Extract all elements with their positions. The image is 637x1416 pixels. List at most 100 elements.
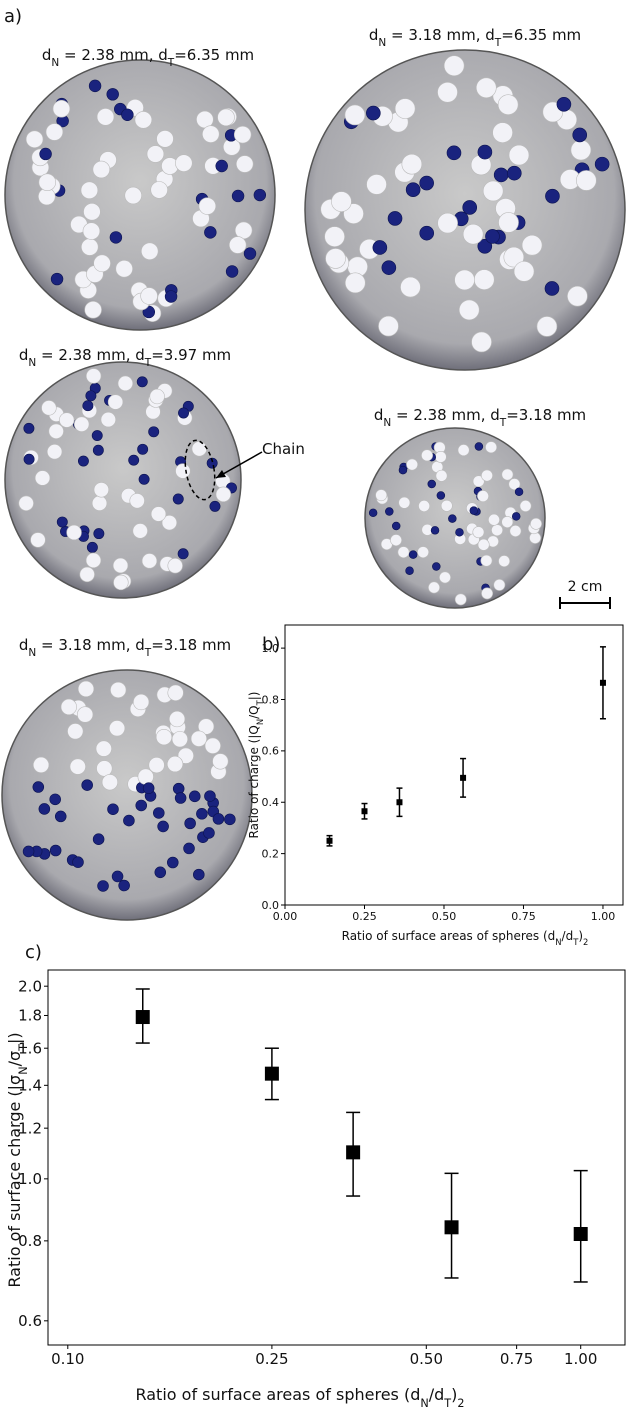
white-sphere (235, 155, 254, 173)
blue-sphere (88, 79, 102, 93)
white-sphere (101, 774, 119, 791)
subscript: N (28, 647, 36, 659)
blue-sphere (405, 182, 421, 197)
blue-sphere (39, 147, 52, 161)
white-sphere (46, 444, 63, 460)
white-sphere (480, 554, 493, 567)
text-run: d (374, 406, 384, 424)
blue-sphere (408, 550, 418, 559)
white-sphere (41, 400, 57, 416)
blue-sphere (22, 845, 35, 858)
white-sphere (481, 587, 494, 600)
blue-sphere (153, 807, 165, 819)
white-sphere (110, 681, 127, 699)
blue-sphere (493, 167, 509, 183)
white-sphere (454, 269, 475, 291)
blue-sphere (556, 97, 572, 112)
rich-text: Ratio of surface areas of spheres (dN/dT… (135, 1385, 464, 1410)
blue-sphere (172, 493, 184, 505)
white-sphere (471, 331, 492, 353)
blue-sphere (209, 500, 221, 512)
white-sphere (390, 534, 402, 547)
text-run: |) (247, 692, 261, 701)
white-sphere (233, 125, 252, 144)
white-sphere (96, 760, 113, 777)
blue-sphere (50, 272, 64, 286)
white-sphere (82, 222, 101, 240)
subscript: T (443, 1397, 451, 1410)
text-run: = 2.38 mm, d (59, 46, 168, 64)
white-sphere (107, 394, 124, 410)
blue-sphere (446, 145, 462, 161)
blue-sphere (72, 856, 84, 868)
blue-sphere (137, 443, 149, 455)
blue-sphere (366, 105, 381, 121)
rich-text: Ratio of charge (|QN/QT|) (247, 692, 265, 839)
blue-sphere (49, 793, 61, 806)
white-sphere (175, 463, 191, 479)
white-sphere (437, 212, 458, 234)
white-sphere (198, 197, 217, 215)
subscript: T (255, 699, 265, 706)
blue-sphere (138, 473, 150, 485)
text-run: =6.35 mm (174, 46, 254, 64)
white-sphere (575, 170, 597, 191)
white-sphere (96, 108, 115, 126)
blue-sphere (118, 879, 130, 892)
subscript: N (255, 719, 265, 725)
white-sphere (204, 737, 221, 754)
blue-sphere (135, 799, 148, 812)
blue-sphere (184, 817, 196, 830)
y-tick-label: 0.0 (262, 899, 280, 912)
y-tick-label: 0.6 (18, 1312, 42, 1330)
blue-sphere (477, 239, 493, 254)
white-sphere (521, 234, 543, 256)
white-sphere (137, 768, 154, 785)
white-sphere (69, 758, 86, 775)
white-sphere (175, 154, 193, 172)
marker (361, 808, 368, 815)
blue-sphere (427, 479, 436, 489)
white-sphere (472, 475, 485, 488)
white-sphere (508, 478, 521, 491)
white-sphere (485, 441, 498, 454)
white-sphere (440, 499, 453, 512)
white-sphere (481, 469, 493, 482)
white-sphere (148, 756, 165, 774)
petri-dish (1, 669, 253, 921)
blue-sphere (436, 491, 446, 500)
x-tick-label: 0.25 (352, 910, 377, 923)
white-sphere (166, 755, 184, 773)
white-sphere (34, 470, 51, 486)
white-sphere (167, 558, 183, 574)
white-sphere (108, 720, 126, 737)
marker (264, 1066, 279, 1081)
blue-sphere (477, 144, 493, 160)
white-sphere (331, 191, 352, 212)
blue-sphere (123, 814, 135, 827)
marker (460, 774, 467, 781)
y-tick-label: 2.0 (18, 977, 42, 995)
white-sphere (38, 173, 57, 192)
photos (1, 49, 626, 921)
text-run: /Q (247, 705, 261, 719)
blue-sphere (204, 790, 216, 802)
x-tick-label: 0.75 (511, 910, 536, 923)
text-run: d (19, 636, 29, 654)
text-run: =6.35 mm (501, 26, 581, 44)
white-sphere (493, 579, 506, 591)
white-sphere (400, 276, 421, 298)
blue-sphere (594, 156, 610, 172)
blue-sphere (93, 528, 105, 540)
blue-sphere (225, 265, 239, 278)
white-sphere (375, 489, 388, 502)
text-run: d (19, 346, 29, 364)
text-run: =3.18 mm (151, 636, 231, 654)
marker (396, 799, 403, 806)
panel-label: a) (4, 6, 22, 27)
white-sphere (93, 254, 111, 273)
white-sphere (167, 684, 184, 701)
white-sphere (497, 94, 519, 115)
y-tick-label: 1.0 (262, 642, 280, 655)
